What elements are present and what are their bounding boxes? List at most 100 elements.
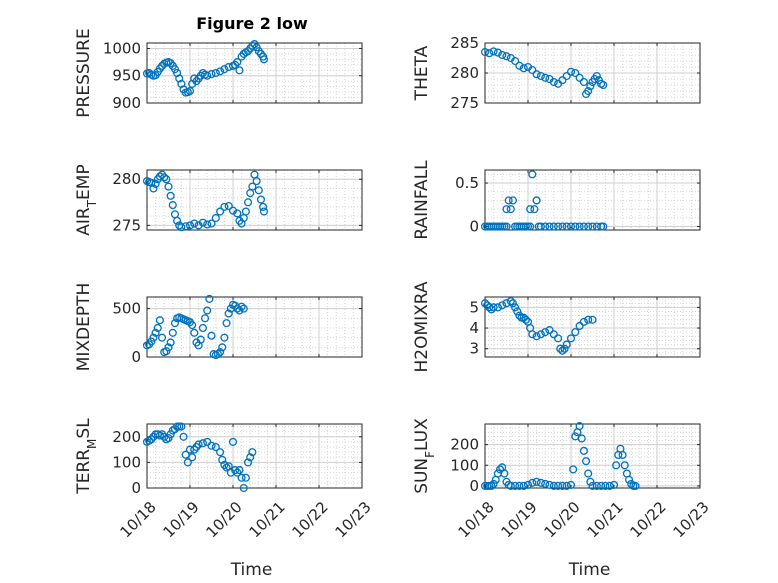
data-point <box>515 61 524 70</box>
data-point <box>207 70 216 79</box>
data-point <box>259 207 269 216</box>
data-point <box>532 477 541 486</box>
data-point <box>541 73 550 82</box>
data-point <box>233 468 242 477</box>
panel-pressure: 900 950 1000 PRESSURE <box>74 28 363 118</box>
data-point <box>235 466 244 475</box>
data-point <box>211 213 220 223</box>
data-point <box>241 473 250 482</box>
data-point <box>216 448 225 457</box>
data-point <box>605 481 614 490</box>
x-axis-label: Time <box>568 560 611 580</box>
data-point <box>588 481 597 490</box>
data-point <box>489 479 498 488</box>
data-point <box>566 480 576 489</box>
data-point <box>511 56 520 66</box>
panel-terr_msl: 0 100 200 TERRMSL 10/18 10/19 10/20 10/21 10/22 1… <box>74 418 375 580</box>
plot-area <box>147 43 362 103</box>
data-point <box>185 221 195 230</box>
y-tick-label: 0.5 <box>455 174 479 192</box>
data-point <box>498 301 507 310</box>
data-point <box>190 219 199 228</box>
data-point <box>523 480 533 489</box>
data-point <box>198 439 207 448</box>
y-tick-label: 100 <box>112 453 141 471</box>
plot-area <box>147 424 362 488</box>
x-tick-label: 10/21 <box>583 498 626 541</box>
data-point <box>485 303 494 312</box>
data-point <box>504 196 513 205</box>
data-point <box>201 314 210 323</box>
data-point <box>545 222 554 231</box>
data-point <box>620 461 629 470</box>
y-tick-label: 100 <box>450 456 479 474</box>
data-point <box>562 340 571 349</box>
y-axis-label: AIRTEMP <box>74 164 99 235</box>
panel-theta: 275 280 285 THETA <box>412 34 701 112</box>
data-point <box>244 458 253 467</box>
data-point <box>190 328 199 337</box>
data-point <box>155 316 164 325</box>
data-point <box>584 222 593 231</box>
data-point <box>177 223 186 232</box>
data-point <box>211 68 220 78</box>
data-point <box>203 220 212 229</box>
data-point <box>168 328 177 337</box>
data-point <box>562 71 571 81</box>
data-point <box>495 465 505 474</box>
y-tick-label: 1000 <box>103 39 141 57</box>
data-point <box>224 201 233 211</box>
data-point <box>235 66 244 75</box>
x-axis-label: Time <box>230 560 273 580</box>
data-point <box>192 442 201 452</box>
data-point <box>216 207 225 216</box>
data-point <box>205 294 214 303</box>
data-point <box>541 328 550 337</box>
x-tick-label: 10/22 <box>288 498 331 541</box>
data-point <box>207 441 216 450</box>
y-tick-label: 280 <box>450 64 479 82</box>
data-point <box>566 334 576 343</box>
data-point <box>577 434 586 443</box>
y-tick-label: 0 <box>131 348 141 366</box>
data-point <box>168 201 177 210</box>
data-point <box>162 175 171 184</box>
data-point <box>203 306 212 315</box>
data-point <box>584 469 593 478</box>
data-point <box>211 442 220 452</box>
x-tick-label: 10/18 <box>116 498 159 541</box>
data-point <box>164 182 173 191</box>
data-point <box>554 481 563 490</box>
data-point <box>571 328 580 337</box>
x-tick-label: 10/19 <box>159 498 202 541</box>
data-point <box>549 330 558 339</box>
data-point <box>560 344 569 353</box>
data-point <box>592 481 601 490</box>
data-point <box>198 323 207 333</box>
y-tick-label: 200 <box>450 436 479 454</box>
data-point <box>536 478 545 487</box>
data-point <box>530 205 539 214</box>
data-point <box>586 477 595 486</box>
data-point <box>597 481 606 490</box>
data-point <box>153 323 162 333</box>
y-axis-label: TERRMSL <box>74 418 99 495</box>
data-point <box>500 469 509 478</box>
axes-box <box>484 296 701 358</box>
data-point <box>579 317 588 326</box>
axes-box <box>146 169 363 231</box>
data-point <box>248 41 257 50</box>
y-axis-label: SUNFLUX <box>412 418 437 494</box>
data-point <box>566 67 576 76</box>
data-point <box>480 47 490 57</box>
data-point <box>599 80 608 90</box>
data-point <box>566 222 576 231</box>
panel-air_temp: 275 280 AIRTEMP <box>74 164 363 236</box>
data-point <box>569 465 578 474</box>
data-point <box>508 196 518 205</box>
y-tick-label: 0 <box>131 479 141 497</box>
data-point <box>485 49 494 58</box>
data-point <box>487 481 496 490</box>
data-point <box>188 321 197 330</box>
data-point <box>502 205 511 214</box>
